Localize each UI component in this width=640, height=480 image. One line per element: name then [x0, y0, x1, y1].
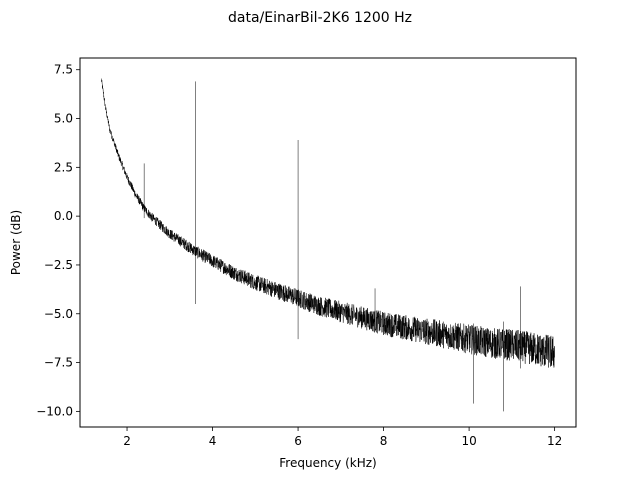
y-tick-label: 5.0 — [54, 112, 73, 126]
y-axis-label: Power (dB) — [9, 210, 23, 275]
y-tick-label: 7.5 — [54, 63, 73, 77]
y-tick-label: −2.5 — [44, 258, 73, 272]
y-tick-label: −7.5 — [44, 356, 73, 370]
y-axis: 7.5 5.0 2.5 0.0 −2.5 −5.0 −7.5 −10.0 — [36, 63, 80, 418]
x-tick-label: 12 — [547, 434, 562, 448]
x-tick-label: 10 — [461, 434, 476, 448]
y-tick-label: −10.0 — [36, 404, 73, 418]
chart-title: data/EinarBil-2K6 1200 Hz — [228, 10, 412, 26]
x-tick-label: 4 — [209, 434, 217, 448]
x-tick-label: 2 — [123, 434, 131, 448]
y-tick-label: 2.5 — [54, 160, 73, 174]
x-tick-label: 8 — [380, 434, 388, 448]
y-tick-label: 0.0 — [54, 209, 73, 223]
x-axis-label: Frequency (kHz) — [279, 456, 376, 470]
axes-frame — [79, 57, 577, 428]
y-tick-label: −5.0 — [44, 307, 73, 321]
plot-area — [101, 78, 555, 412]
spectrum-line — [101, 78, 555, 368]
x-axis: 2 4 6 8 10 12 — [123, 427, 562, 448]
x-tick-label: 6 — [294, 434, 302, 448]
